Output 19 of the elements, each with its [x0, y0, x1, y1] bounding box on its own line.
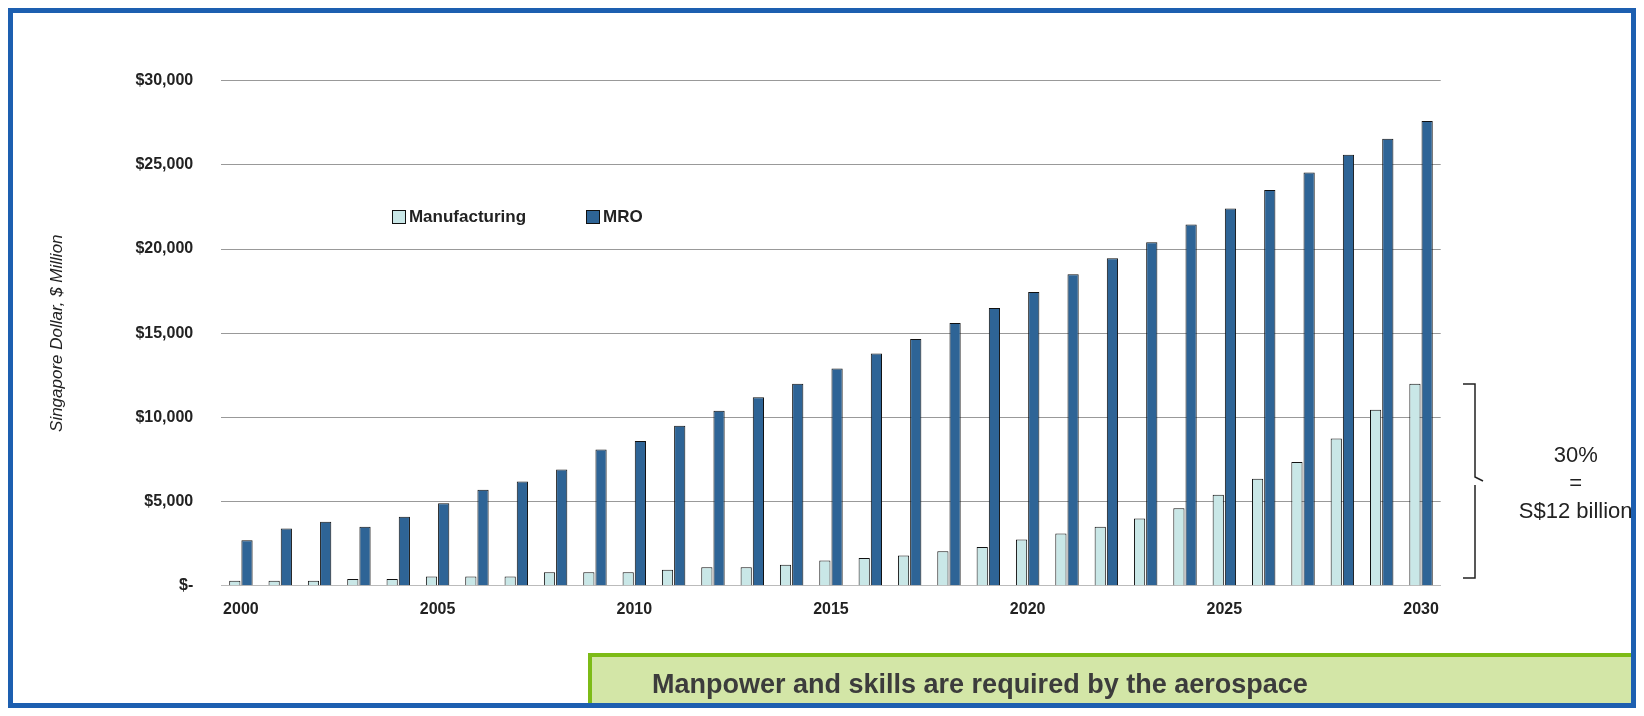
x-tick-label: 2005	[419, 599, 456, 617]
y-tick-label: $10,000	[135, 407, 194, 425]
y-axis-title: Singapore Dollar, $ Million	[46, 234, 66, 432]
x-tick-label: 2030	[1403, 599, 1439, 617]
x-tick-label: 2015	[813, 599, 849, 617]
y-tick-label: $-	[179, 576, 194, 594]
x-tick-label: 2025	[1206, 599, 1243, 617]
x-tick-label: 2020	[1009, 599, 1046, 617]
y-tick-label: $15,000	[135, 323, 194, 341]
y-tick-label: $20,000	[135, 239, 194, 257]
text: Manpower and skills are required by the aerospace	[651, 668, 1309, 701]
legend-label: Manufacturing	[408, 206, 527, 227]
y-tick-label: $5,000	[144, 492, 194, 510]
text: 30% = S$12 billion	[1517, 440, 1632, 525]
x-tick-label: 2000	[223, 599, 259, 617]
y-tick-label: $30,000	[135, 71, 194, 89]
y-tick-label: $25,000	[135, 155, 194, 173]
x-tick-label: 2010	[616, 599, 653, 617]
legend-label: MRO	[603, 206, 643, 227]
